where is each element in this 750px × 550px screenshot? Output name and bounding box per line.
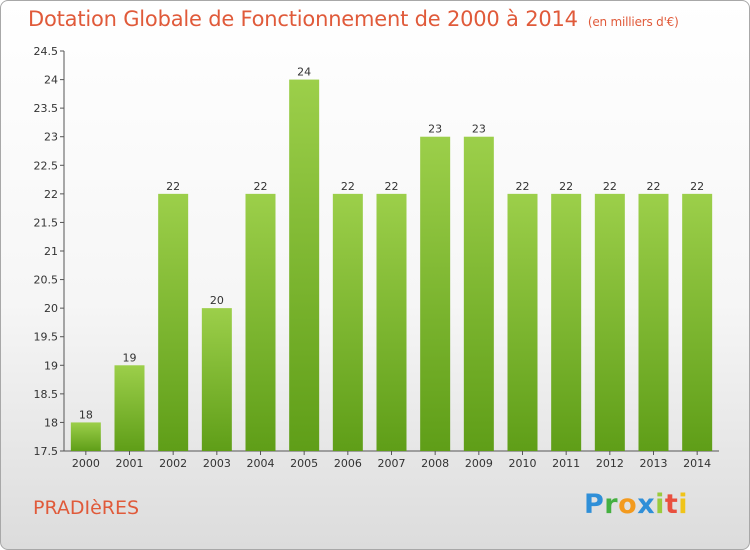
y-tick-label: 22.5 (34, 159, 59, 172)
x-tick-label: 2010 (509, 457, 537, 470)
y-tick-label: 22 (44, 188, 58, 201)
y-tick-label: 24.5 (34, 45, 59, 58)
chart-title: Dotation Globale de Fonctionnement de 20… (28, 7, 679, 31)
bar (463, 136, 494, 451)
bar (551, 193, 582, 451)
bar-value-label: 22 (559, 180, 573, 193)
bar (289, 79, 320, 452)
chart-title-text: Dotation Globale de Fonctionnement de 20… (28, 7, 578, 31)
bar-value-label: 22 (603, 180, 617, 193)
y-tick-label: 21.5 (34, 216, 59, 229)
y-tick-label: 17.5 (34, 445, 59, 458)
bar-value-label: 22 (166, 180, 180, 193)
x-tick-label: 2013 (640, 457, 668, 470)
logo-letter: x (637, 489, 656, 520)
logo-letter: t (664, 489, 679, 520)
bar (114, 365, 145, 451)
x-tick-label: 2009 (465, 457, 493, 470)
logo-letter: i (655, 489, 665, 520)
y-tick-label: 24 (44, 74, 58, 87)
y-tick-label: 23.5 (34, 102, 59, 115)
y-axis: 17.5 18 18.5 19 19.5 20 20.5 21 21.5 22 22.5 23 23.5… (34, 45, 65, 458)
x-tick-label: 2008 (421, 457, 449, 470)
chart-subtitle: (en milliers d'€) (587, 15, 679, 29)
x-axis: 2000 2001 2002 2003 2004 2005 2006 2007 2008 2009… (64, 450, 719, 470)
x-tick-label: 2002 (159, 457, 187, 470)
y-tick-label: 19 (44, 359, 58, 372)
bar-value-label: 22 (341, 180, 355, 193)
x-tick-label: 2005 (290, 457, 318, 470)
bar (682, 193, 713, 451)
bar (507, 193, 538, 451)
bar-value-label: 24 (297, 66, 311, 79)
bar (201, 308, 232, 451)
bar (420, 136, 451, 451)
x-tick-label: 2000 (72, 457, 100, 470)
x-tick-label: 2003 (203, 457, 231, 470)
logo-letter: r (604, 489, 619, 520)
commune-name: PRADIèRES (33, 497, 140, 519)
bar (158, 193, 189, 451)
bar (332, 193, 363, 451)
x-tick-label: 2011 (552, 457, 580, 470)
x-tick-label: 2012 (596, 457, 624, 470)
bar-value-label: 20 (210, 294, 224, 307)
bar (245, 193, 276, 451)
bar (376, 193, 407, 451)
bar (70, 422, 101, 451)
bars: 18 19 22 20 22 24 22 22 23 23 22 22 22 22 22 (70, 66, 713, 452)
logo-letter: i (678, 489, 689, 520)
bar-value-label: 22 (690, 180, 704, 193)
logo-letter: P (584, 489, 605, 520)
y-tick-label: 19.5 (34, 331, 59, 344)
y-tick-label: 18.5 (34, 388, 59, 401)
bar-value-label: 22 (647, 180, 661, 193)
bar-value-label: 23 (428, 123, 442, 136)
y-tick-label: 20 (44, 302, 58, 315)
x-tick-label: 2001 (116, 457, 144, 470)
bar-value-label: 19 (123, 351, 137, 364)
bar-value-label: 22 (516, 180, 530, 193)
y-tick-label: 20.5 (34, 274, 59, 287)
y-tick-label: 18 (44, 416, 58, 429)
x-tick-label: 2006 (334, 457, 362, 470)
y-tick-label: 23 (44, 131, 58, 144)
x-tick-label: 2007 (378, 457, 406, 470)
logo-letter: o (618, 489, 638, 520)
bar (638, 193, 669, 451)
x-tick-label: 2004 (247, 457, 275, 470)
x-tick-label: 2014 (683, 457, 711, 470)
y-tick-label: 21 (44, 245, 58, 258)
bar-value-label: 22 (254, 180, 268, 193)
bar-value-label: 23 (472, 123, 486, 136)
bar (594, 193, 625, 451)
bar-value-label: 22 (385, 180, 399, 193)
proxiti-logo[interactable]: Proxiti (584, 489, 688, 520)
bar-value-label: 18 (79, 408, 93, 421)
